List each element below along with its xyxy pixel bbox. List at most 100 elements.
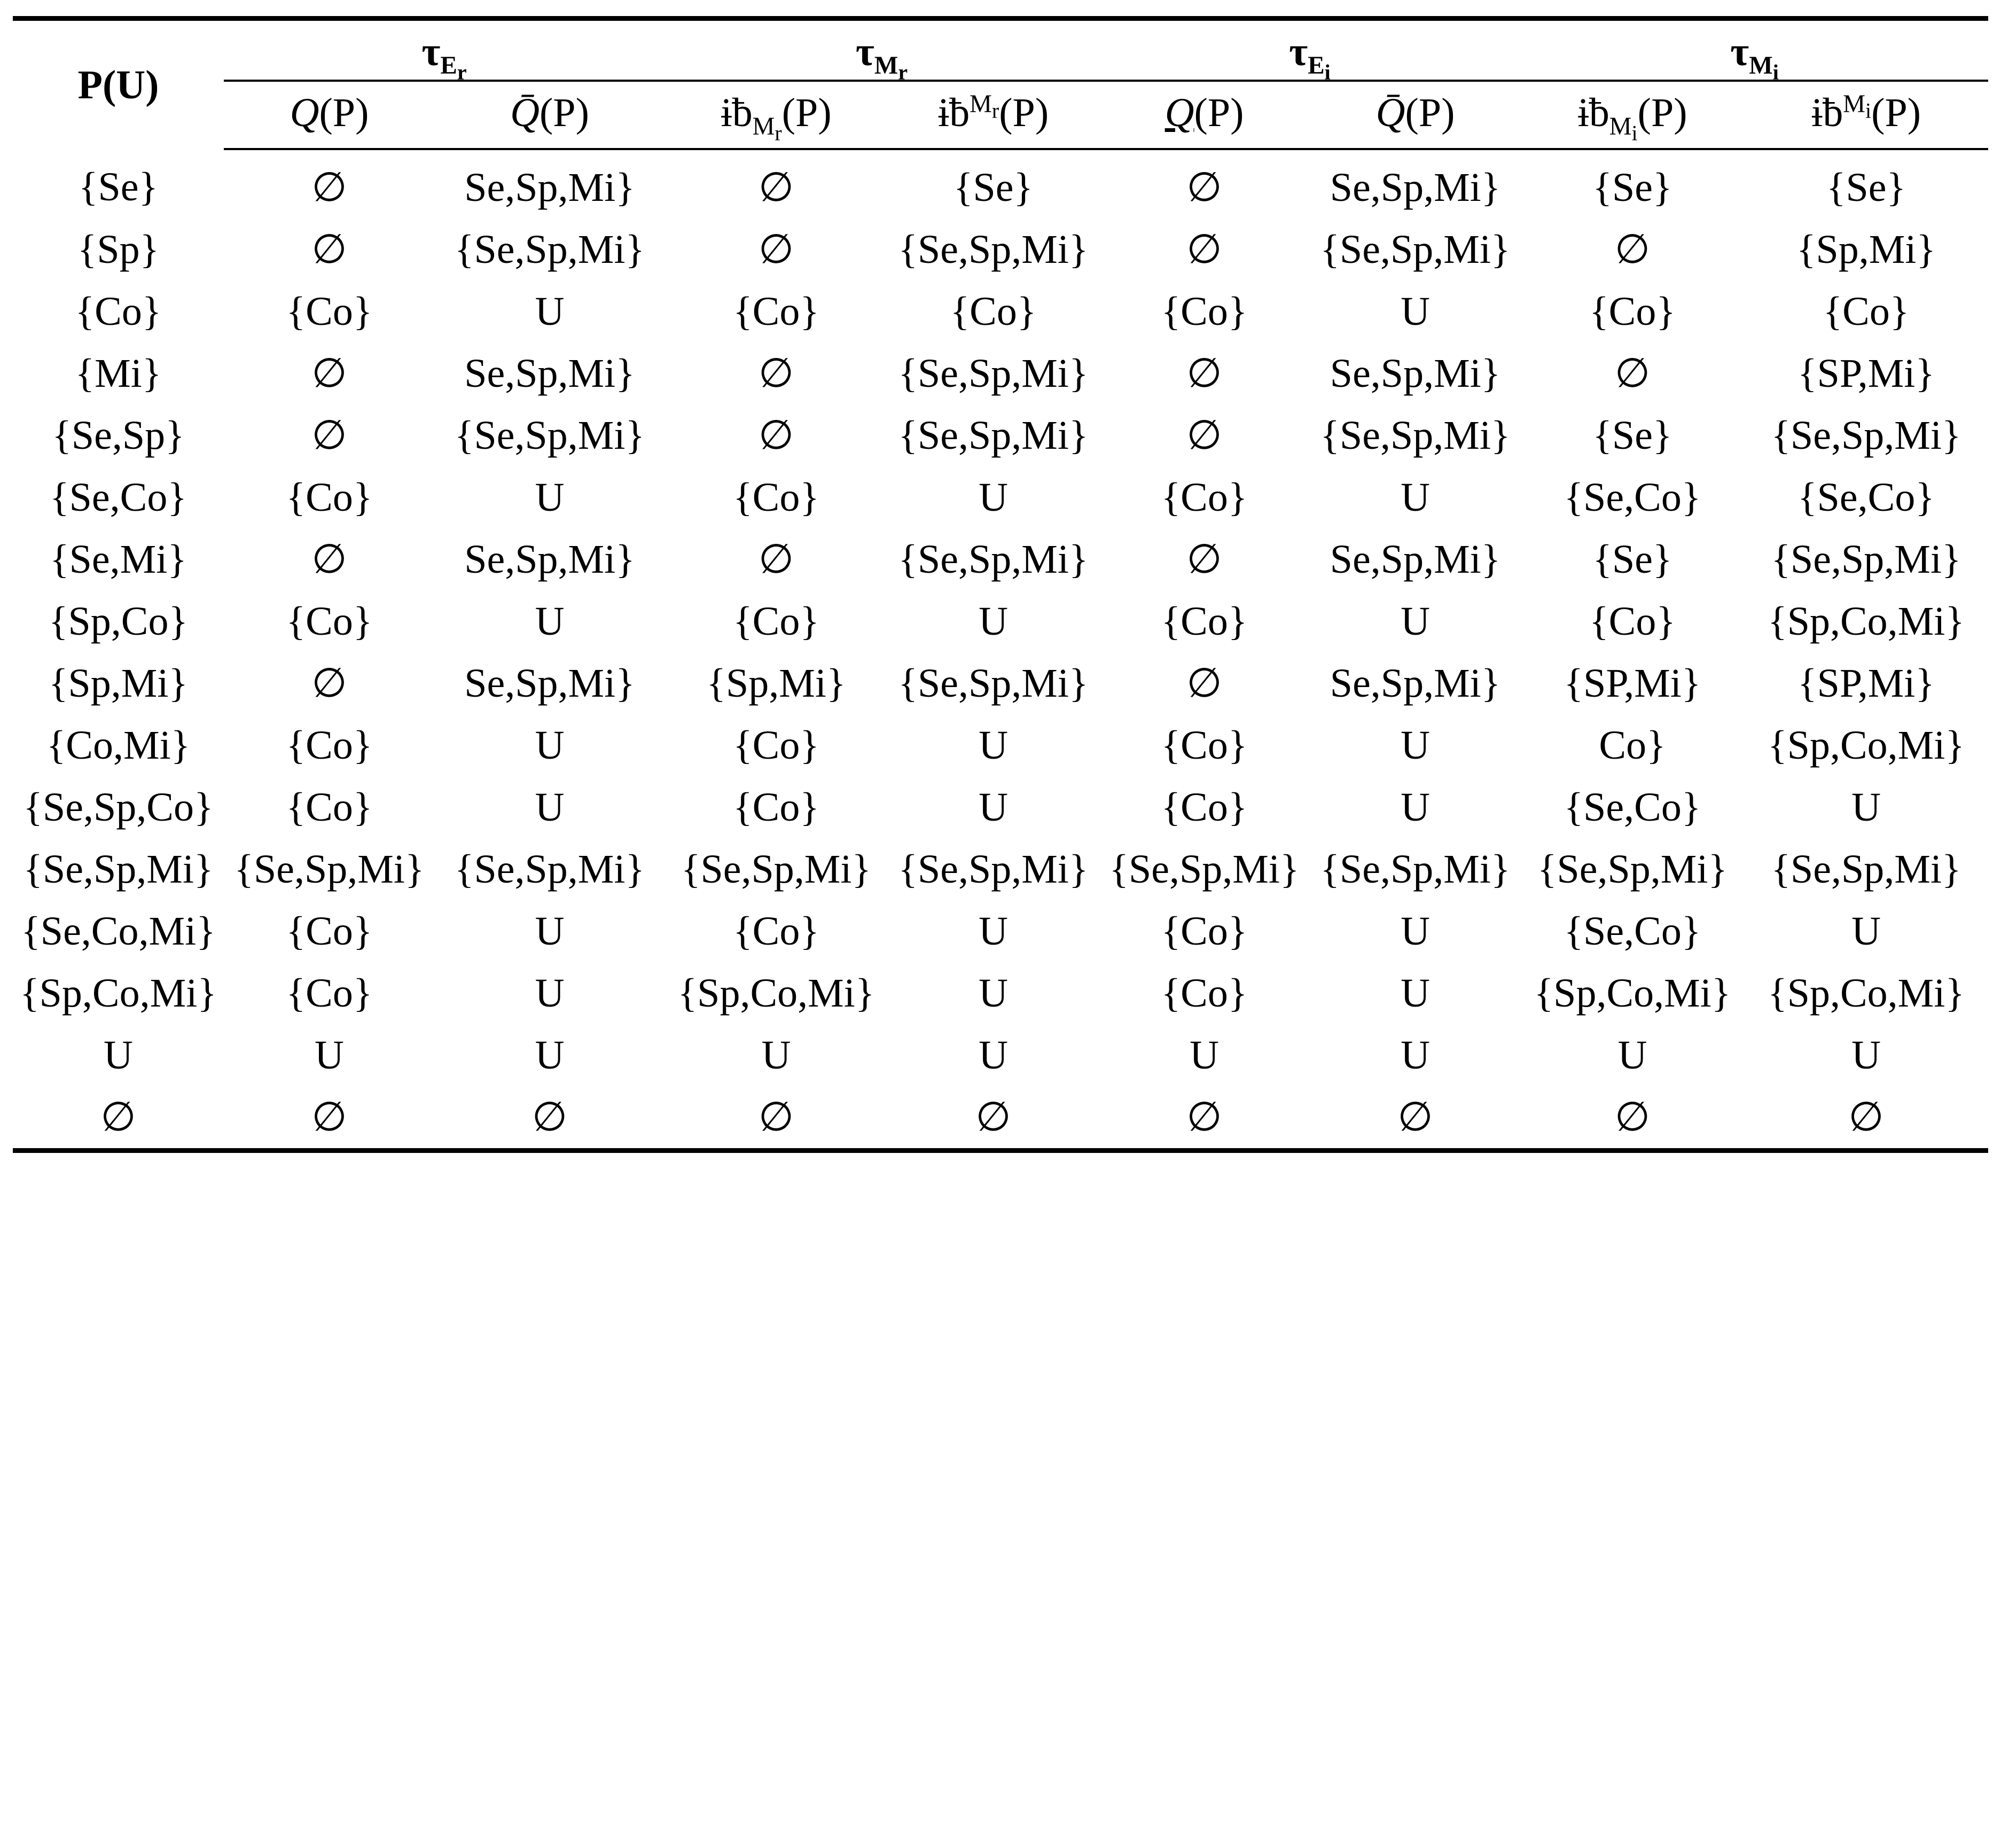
column-header: ɨƀMi(P) (1521, 81, 1745, 150)
table-row: {Se} ∅ Se,Sp,Mi} ∅ {Se} ∅ Se,Sp,Mi} {Se} {Se} (13, 149, 1988, 219)
group-header: τMi (1521, 16, 1989, 83)
table-cell: ∅ (1186, 351, 1222, 396)
table-cell: ∅ (1099, 1086, 1310, 1153)
table-cell: U (535, 289, 565, 334)
column-argument: (P) (1194, 90, 1244, 135)
table-cell: {Sp,Co,Mi} (1768, 971, 1965, 1016)
table-cell: U (979, 785, 1008, 830)
group-subscript-text: E (440, 52, 457, 80)
table-cell: {Co} (286, 289, 373, 334)
group-header-row: P(U) τEr τMr τEi τMi (13, 16, 1989, 149)
group-subscript: Mr (874, 52, 908, 83)
row-label: {Se,Sp,Mi} (23, 847, 214, 892)
group-symbol: τ (1730, 29, 1749, 74)
table-cell: U (1851, 909, 1881, 954)
table-cell: {Co} (286, 475, 373, 520)
table-cell: {Se,Sp,Mi} (234, 847, 425, 892)
row-label: {Se,Mi} (50, 537, 187, 582)
table-cell: {Co} (733, 785, 819, 830)
column-header-row: Q(P) Q̄(P) ɨƀMr(P) ɨƀMr(P) Q(P) Q̄(P) ɨƀMi(P) ɨ… (13, 81, 1989, 150)
table-row: {Se,Sp} ∅ {Se,Sp,Mi} ∅ {Se,Sp,Mi} ∅ {Se,Sp,Mi}… (13, 404, 1988, 466)
table-row: {Se,Sp,Mi} {Se,Sp,Mi} {Se,Sp,Mi} {Se,Sp,Mi}… (13, 838, 1988, 900)
table-cell: {SP,Mi} (1797, 351, 1935, 396)
table-cell: {Se,Sp,Mi} (898, 351, 1089, 396)
table-cell: {Se} (1592, 413, 1672, 458)
table-cell: {Co} (733, 475, 819, 520)
table-cell: {Co} (286, 785, 373, 830)
table-cell: U (1401, 475, 1430, 520)
table-cell: ∅ (1186, 537, 1222, 582)
group-symbol: τ (421, 29, 441, 74)
table-cell: ∅ (1186, 413, 1222, 458)
table-row: {Se,Co,Mi} {Co} U {Co} U {Co} U {Se,Co} U (13, 900, 1988, 962)
table-cell: ∅ (1310, 1086, 1521, 1153)
table-cell: {Co} (733, 289, 819, 334)
table-cell: U (315, 1033, 344, 1078)
table-body: {Se} ∅ Se,Sp,Mi} ∅ {Se} ∅ Se,Sp,Mi} {Se} {Se} {Sp… (13, 149, 1989, 1153)
group-subscript-text: M (874, 52, 898, 80)
row-label: {Se,Sp,Co} (23, 785, 214, 830)
table-cell: {Co} (733, 723, 819, 768)
group-subscript: Ei (1308, 52, 1331, 83)
column-header: Q̄(P) (435, 81, 665, 150)
table-row: {Se,Sp,Co} {Co} U {Co} U {Co} U {Se,Co} U (13, 776, 1988, 838)
table-cell: ∅ (758, 165, 794, 210)
table-cell: {Co} (733, 599, 819, 644)
table-row: {Sp,Mi} ∅ Se,Sp,Mi} {Sp,Mi} {Se,Sp,Mi} ∅ Se,Sp… (13, 652, 1988, 714)
column-argument: (P) (1637, 90, 1687, 135)
table-cell: U (1401, 909, 1430, 954)
group-subscript-text: M (1749, 52, 1773, 80)
table-cell: {Co} (286, 971, 373, 1016)
group-subsubscript: r (898, 60, 908, 84)
table-cell: U (979, 599, 1008, 644)
column-symbol: Q (290, 90, 319, 135)
table-cell: ∅ (1186, 227, 1222, 272)
table-cell: ∅ (311, 165, 347, 210)
table-cell: ∅ (888, 1086, 1099, 1153)
table-cell: {Se,Sp,Mi} (681, 847, 871, 892)
table-cell: {Co} (1589, 599, 1676, 644)
table-cell: {Co} (1161, 599, 1248, 644)
table-cell: U (1851, 785, 1881, 830)
table-cell: ∅ (1614, 227, 1651, 272)
group-symbol: τ (1289, 29, 1308, 74)
table-cell: Se,Sp,Mi} (1330, 165, 1501, 210)
column-argument: (P) (540, 90, 589, 135)
column-header: ɨƀMr(P) (888, 81, 1099, 150)
column-subsubscript: r (775, 121, 782, 145)
column-subsubscript: i (1631, 121, 1638, 145)
table-cell: U (535, 971, 565, 1016)
table-cell: ∅ (1521, 1086, 1745, 1153)
table-cell: {Se} (953, 165, 1033, 210)
table-row: {Se,Mi} ∅ Se,Sp,Mi} ∅ {Se,Sp,Mi} ∅ Se,Sp,Mi} {S… (13, 528, 1988, 590)
table-row: {Co,Mi} {Co} U {Co} U {Co} U Co} {Sp,Co,Mi} (13, 714, 1988, 776)
table-cell: ∅ (435, 1086, 665, 1153)
table-cell: {Se,Sp,Mi} (1771, 847, 1961, 892)
table-cell: {Sp,Mi} (706, 661, 846, 706)
row-label: ∅ (13, 1086, 224, 1153)
column-symbol: Q̄ (510, 90, 540, 135)
table-cell: U (1401, 289, 1430, 334)
table-cell: {Sp,Co,Mi} (1768, 723, 1965, 768)
table-cell: {Se,Co} (1564, 785, 1701, 830)
column-argument: (P) (1871, 90, 1921, 135)
table-cell: {Co} (1161, 289, 1248, 334)
table-row: ∅ ∅ ∅ ∅ ∅ ∅ ∅ ∅ ∅ (13, 1086, 1989, 1153)
table-cell: U (979, 475, 1008, 520)
table-cell: ∅ (1186, 661, 1222, 706)
row-header: P(U) (13, 16, 224, 149)
group-subscript-text: E (1308, 52, 1325, 80)
row-label: {Se} (79, 165, 158, 209)
column-subscript-text: M (752, 113, 775, 141)
table-cell: {Co} (1161, 723, 1248, 768)
table-cell: ∅ (758, 537, 794, 582)
table-cell: {Se,Sp,Mi} (898, 661, 1089, 706)
table-cell: Se,Sp,Mi} (1330, 351, 1501, 396)
table-cell: ∅ (311, 227, 347, 272)
table-cell: {Co} (286, 909, 373, 954)
table-cell: {Se,Sp,Mi} (898, 413, 1089, 458)
table-cell: U (1401, 785, 1430, 830)
table-cell: {Se,Co} (1797, 475, 1935, 520)
